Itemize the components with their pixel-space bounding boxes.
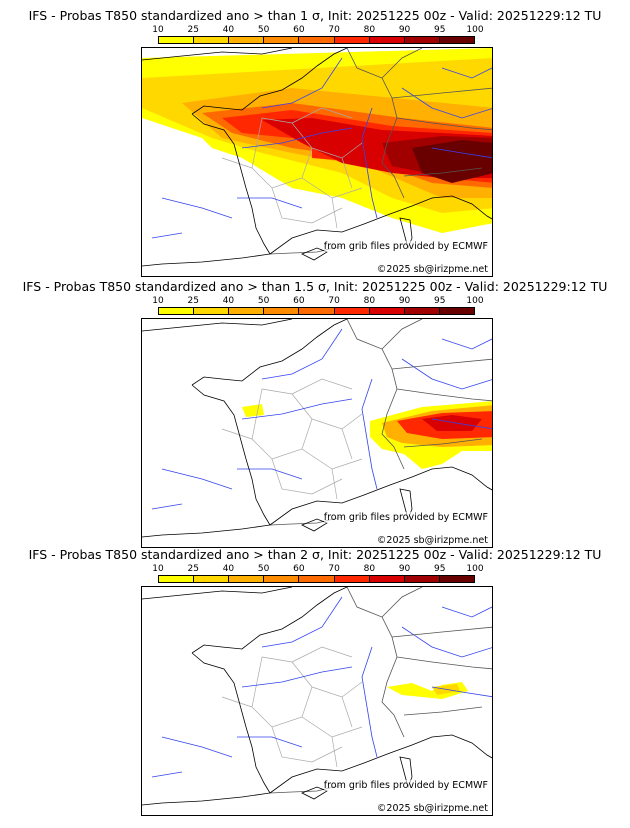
map-svg — [142, 48, 492, 267]
colorbar-segment — [159, 37, 195, 43]
probability-map-panel: IFS - Probas T850 standardized ano > tha… — [0, 0, 630, 277]
colorbar-segment — [404, 37, 440, 43]
colorbar-segment — [439, 308, 474, 314]
colorbar-tick: 60 — [293, 296, 305, 306]
colorbar-segment — [299, 576, 335, 582]
colorbar — [158, 307, 475, 315]
copyright: ©2025 sb@irizpme.net — [376, 535, 488, 546]
colorbar-tick: 100 — [466, 296, 484, 306]
colorbar-segment — [334, 37, 370, 43]
colorbar-tick: 80 — [363, 296, 376, 306]
colorbar-tick: 90 — [398, 25, 411, 35]
rivers — [151, 328, 492, 510]
source-credit: from grib files provided by ECMWF — [323, 241, 488, 252]
colorbar-segment — [369, 576, 405, 582]
colorbar-tick: 10 — [152, 564, 164, 574]
map-area[interactable]: from grib files provided by ECMWF ©2025 … — [141, 318, 493, 548]
colorbar-tick: 50 — [257, 296, 270, 306]
map-svg — [142, 319, 492, 538]
coastline — [142, 587, 492, 806]
colorbar-segment — [404, 308, 440, 314]
colorbar-tick: 10 — [152, 25, 164, 35]
colorbar-tick: 40 — [222, 564, 235, 574]
colorbar-segment — [159, 308, 195, 314]
department-borders — [221, 646, 363, 768]
colorbar-tick: 40 — [222, 296, 235, 306]
colorbar-tick: 70 — [328, 25, 340, 35]
colorbar-segment — [439, 37, 474, 43]
probability-area — [422, 415, 482, 431]
rivers — [151, 57, 492, 239]
colorbar-segment — [159, 576, 195, 582]
colorbar-segment — [439, 576, 474, 582]
country-borders — [269, 48, 492, 255]
colorbar-tick: 100 — [466, 25, 484, 35]
colorbar-segment — [194, 576, 230, 582]
colorbar-segment — [299, 308, 335, 314]
rivers — [151, 596, 492, 778]
map-area[interactable]: from grib files provided by ECMWF ©2025 … — [141, 47, 493, 277]
colorbar-segment — [369, 308, 405, 314]
colorbar-segment — [229, 308, 265, 314]
colorbar-tick: 90 — [398, 564, 411, 574]
colorbar-tick: 60 — [293, 564, 305, 574]
colorbar-tick: 25 — [187, 25, 199, 35]
colorbar-tick: 95 — [434, 25, 446, 35]
colorbar-segment — [404, 576, 440, 582]
probability-area — [412, 140, 492, 183]
colorbar-tick: 90 — [398, 296, 411, 306]
colorbar-tick: 70 — [328, 564, 340, 574]
country-borders — [269, 587, 492, 794]
colorbar-tick: 80 — [363, 564, 376, 574]
colorbar-segment — [194, 37, 230, 43]
map-area[interactable]: from grib files provided by ECMWF ©2025 … — [141, 586, 493, 816]
map-title: IFS - Probas T850 standardized ano > tha… — [22, 279, 608, 294]
colorbar-segment — [299, 37, 335, 43]
coastline — [142, 48, 492, 267]
colorbar-segment — [264, 576, 300, 582]
colorbar-tick: 25 — [187, 564, 199, 574]
colorbar-tick: 50 — [257, 564, 270, 574]
colorbar-tick: 95 — [434, 564, 446, 574]
map-title: IFS - Probas T850 standardized ano > tha… — [28, 8, 602, 23]
colorbar — [158, 575, 475, 583]
colorbar-segment — [194, 308, 230, 314]
coastline — [142, 319, 492, 538]
map-title: IFS - Probas T850 standardized ano > tha… — [28, 547, 602, 562]
colorbar-tick: 25 — [187, 296, 199, 306]
colorbar-segment — [334, 576, 370, 582]
colorbar-ticks: 10 25 40 50 60 70 80 90 95 100 — [152, 564, 483, 574]
colorbar-tick: 70 — [328, 296, 340, 306]
copyright: ©2025 sb@irizpme.net — [376, 264, 488, 275]
colorbar — [158, 36, 475, 44]
source-credit: from grib files provided by ECMWF — [323, 512, 488, 523]
colorbar-segment — [229, 576, 265, 582]
colorbar-tick: 80 — [363, 25, 376, 35]
colorbar-ticks: 10 25 40 50 60 70 80 90 95 100 — [152, 25, 483, 35]
colorbar-tick: 10 — [152, 296, 164, 306]
colorbar-tick: 60 — [293, 25, 305, 35]
colorbar-tick: 100 — [466, 564, 484, 574]
colorbar-segment — [264, 308, 300, 314]
country-borders — [269, 319, 492, 526]
department-borders — [221, 107, 363, 229]
colorbar-tick: 50 — [257, 25, 270, 35]
probability-map-panel: IFS - Probas T850 standardized ano > tha… — [0, 271, 630, 548]
source-credit: from grib files provided by ECMWF — [323, 780, 488, 791]
copyright: ©2025 sb@irizpme.net — [376, 803, 488, 814]
colorbar-ticks: 10 25 40 50 60 70 80 90 95 100 — [152, 296, 483, 306]
colorbar-segment — [264, 37, 300, 43]
colorbar-segment — [334, 308, 370, 314]
probability-map-panel: IFS - Probas T850 standardized ano > tha… — [0, 539, 630, 816]
colorbar-segment — [229, 37, 265, 43]
department-borders — [221, 378, 363, 500]
colorbar-tick: 95 — [434, 296, 446, 306]
colorbar-tick: 40 — [222, 25, 235, 35]
colorbar-segment — [369, 37, 405, 43]
map-svg — [142, 587, 492, 806]
